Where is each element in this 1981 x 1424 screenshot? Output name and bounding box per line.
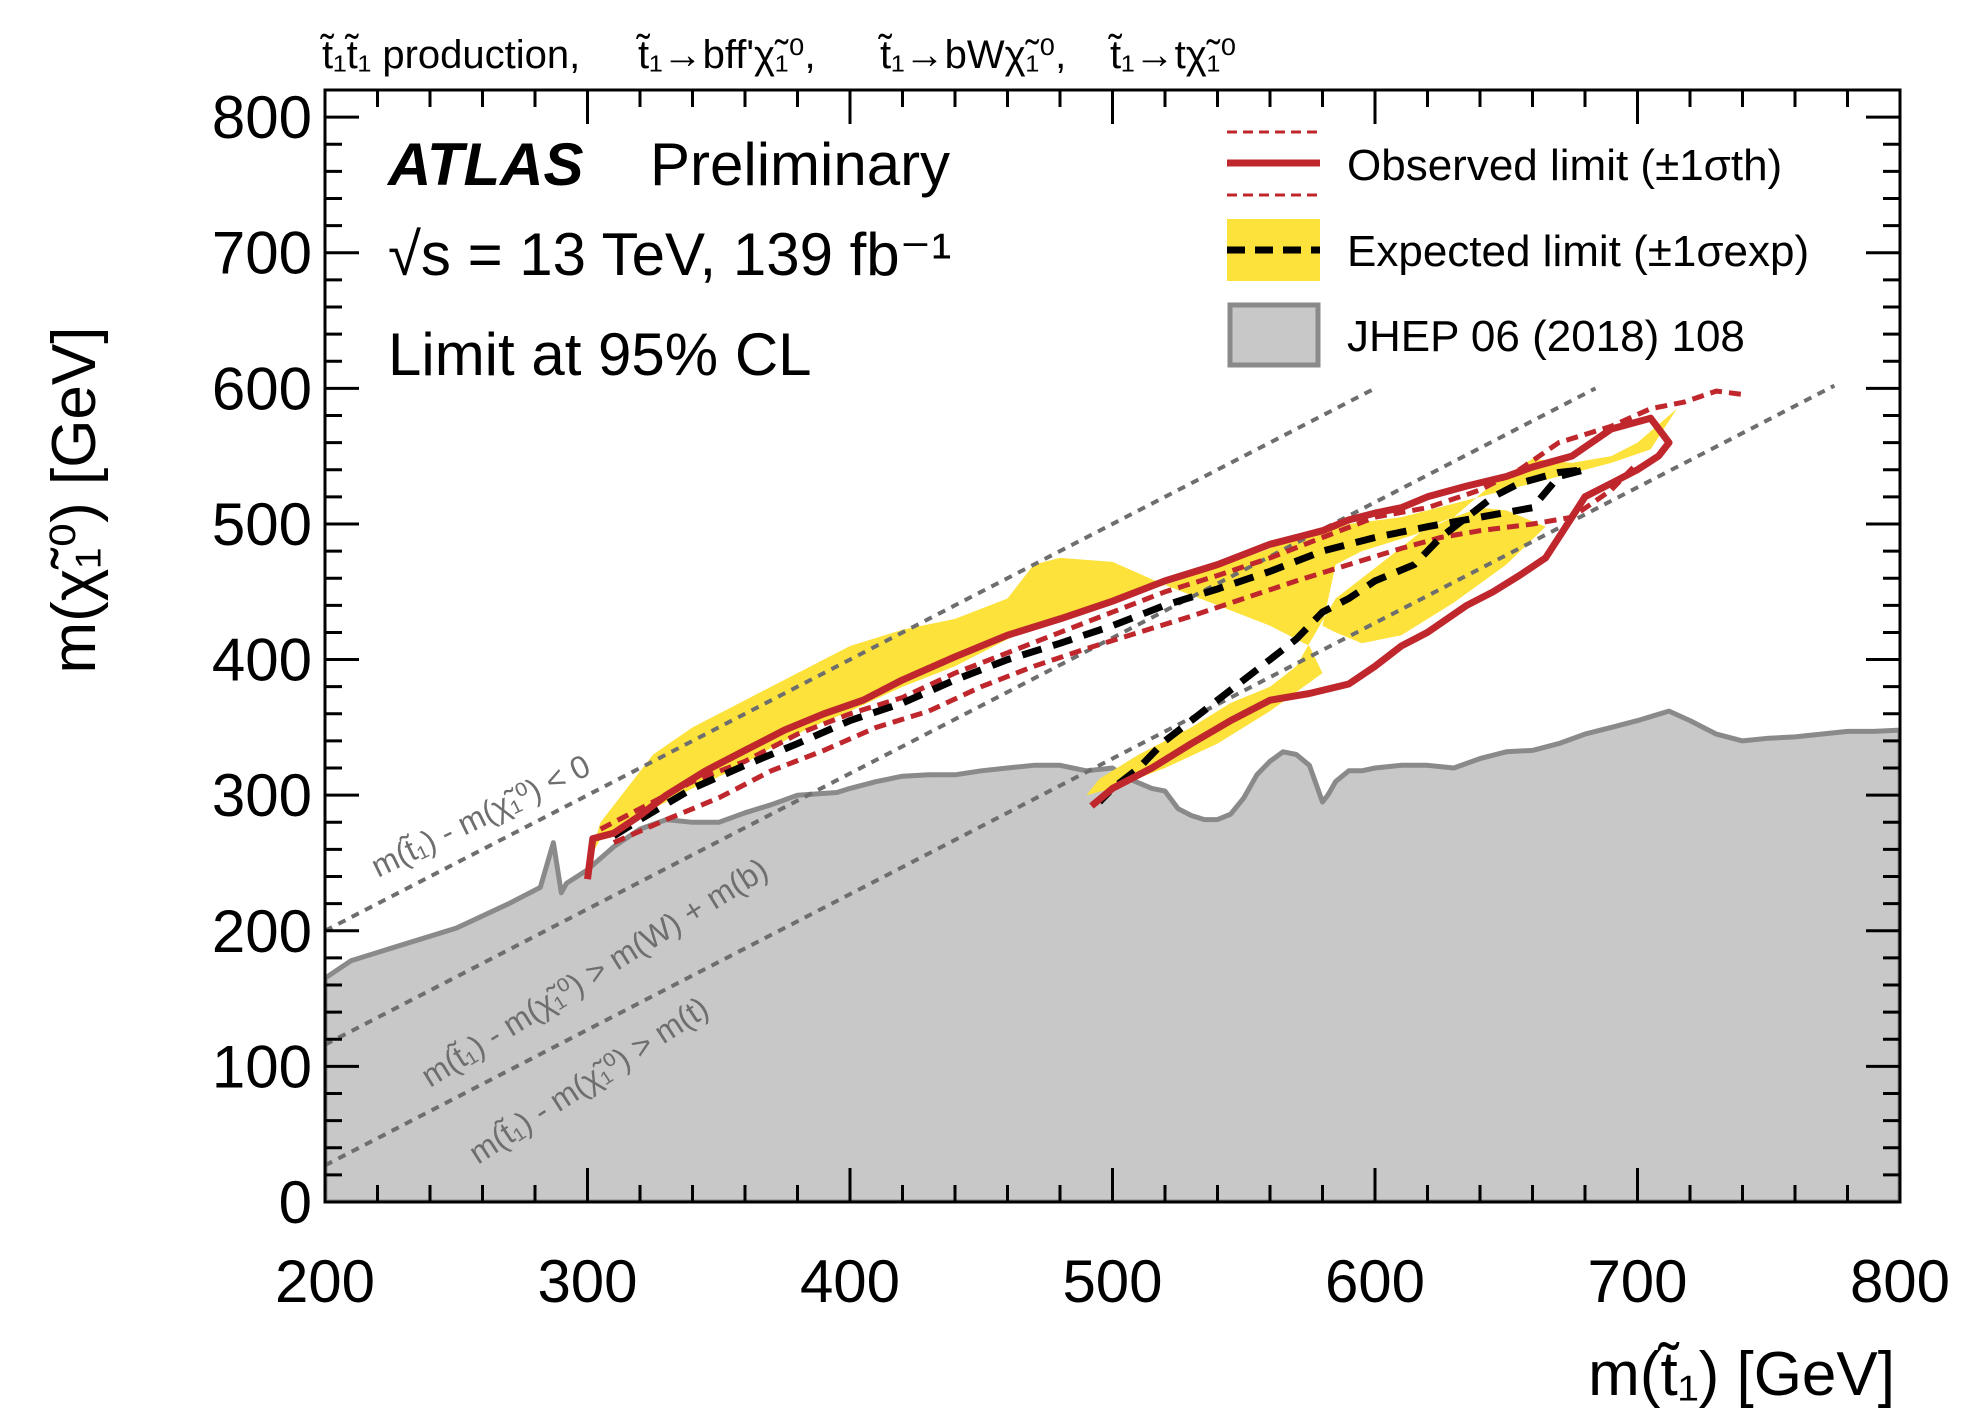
plot-header: t̃₁t̃₁ production, t̃₁→bff'χ̃₁⁰, t̃₁→bWχ… [320,33,1237,77]
energy-lumi-label: √s = 13 TeV, 139 fb⁻¹ [388,221,951,288]
y-tick-label: 300 [212,762,312,829]
kinematic-line-kin3 [325,383,1836,1168]
y-tick-label: 200 [212,898,312,965]
y-tick-label: 0 [279,1169,312,1236]
legend-expected: Expected limit (±1σexp) [1227,219,1809,281]
legend-previous: JHEP 06 (2018) 108 [1227,302,1745,368]
y-tick-label: 700 [212,220,312,287]
kinematic-label-zero: m(t̃₁) - m(χ̃₁⁰) < 0 [365,747,595,884]
x-axis-title: m(t̃₁) [GeV] [1588,1340,1895,1409]
header-decay-bw: t̃₁→bWχ̃₁⁰, [878,33,1067,77]
x-tick-label: 800 [1850,1248,1950,1315]
kinematic-line-kin1 [325,386,1376,933]
y-tick-label: 500 [212,491,312,558]
x-tick-label: 300 [537,1248,637,1315]
y-tick-label: 100 [212,1033,312,1100]
header-decay-t: t̃₁→tχ̃₁⁰ [1108,33,1237,77]
legend-previous-label: JHEP 06 (2018) 108 [1347,312,1745,361]
x-tick-labels: 200 300 400 500 600 700 800 [275,1248,1950,1315]
expected-limit-line [611,466,1586,839]
observed-limit-line [584,414,1673,880]
legend-observed-label: Observed limit (±1σth) [1347,141,1782,190]
atlas-annotation: ATLAS Preliminary √s = 13 TeV, 139 fb⁻¹ … [386,131,951,388]
axis-ticks [323,88,1902,1204]
legend-observed: Observed limit (±1σth) [1227,130,1782,197]
preliminary-label: Preliminary [650,131,950,198]
legend-expected-label: Expected limit (±1σexp) [1347,227,1809,276]
x-tick-label: 500 [1062,1248,1162,1315]
x-tick-label: 600 [1325,1248,1425,1315]
legend: Observed limit (±1σth) Expected limit (±… [1227,130,1809,368]
y-tick-label: 400 [212,627,312,694]
expected-limit-band [587,408,1677,863]
header-decay-bff: t̃₁→bff'χ̃₁⁰, [636,33,816,77]
observed-limit-minus-sigma [612,461,1640,845]
y-axis-title: m(χ̃₁⁰) [GeV] [40,327,109,674]
x-tick-label: 200 [275,1248,375,1315]
header-production: t̃₁t̃₁ production, [320,33,581,77]
atlas-label: ATLAS [386,131,584,198]
y-tick-label: 600 [212,355,312,422]
x-tick-label: 700 [1587,1248,1687,1315]
kinematic-line-kin2 [325,386,1597,1047]
cl-label: Limit at 95% CL [388,321,812,388]
x-tick-label: 400 [800,1248,900,1315]
y-tick-label: 800 [212,84,312,151]
y-tick-labels: 0 100 200 300 400 500 600 700 800 [212,84,312,1236]
legend-previous-swatch [1227,302,1321,368]
